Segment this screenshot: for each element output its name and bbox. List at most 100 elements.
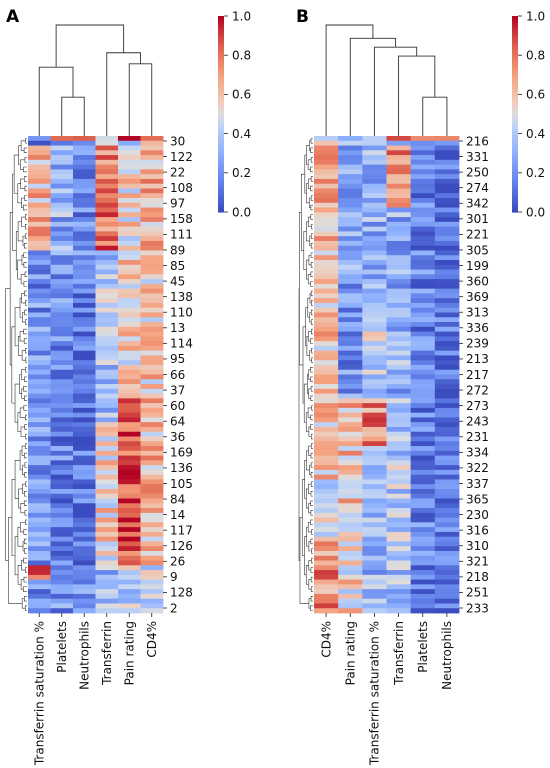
panel-b-cell <box>314 536 339 542</box>
panel-b-cell <box>434 393 460 399</box>
panel-b-row-label: 321 <box>466 555 489 569</box>
panel-b-cell <box>362 169 387 175</box>
panel-b-cell <box>314 302 339 309</box>
panel-a-cell <box>28 603 51 609</box>
panel-a-row-label: 122 <box>170 150 193 164</box>
panel-b-row-dendrogram-link <box>311 223 313 230</box>
panel-a-cell <box>140 155 164 161</box>
panel-b-colorbar-segment <box>512 172 518 176</box>
panel-b-cell <box>386 221 412 228</box>
panel-a-colorbar-segment <box>218 97 224 100</box>
panel-b-cell <box>338 441 363 447</box>
panel-a-cell <box>50 465 74 471</box>
panel-a-cell <box>28 150 51 156</box>
panel-a-cell <box>118 159 141 166</box>
panel-a-colorbar-segment <box>218 94 224 97</box>
panel-a-cell <box>140 136 164 142</box>
panel-b-cell <box>338 474 363 480</box>
panel-a-cell <box>95 469 119 476</box>
panel-a-cell <box>95 207 119 213</box>
panel-b-cell <box>338 484 363 490</box>
panel-b-cell <box>386 560 412 566</box>
panel-a-row-dendrogram-link <box>23 557 27 564</box>
panel-a-cell <box>50 417 74 423</box>
panel-a-row-dendrogram-link <box>11 479 16 557</box>
panel-a-cell <box>50 555 74 561</box>
panel-a-cell <box>95 283 119 290</box>
panel-b-cell <box>362 212 387 218</box>
panel-b-cell <box>434 317 460 323</box>
panel-a-row-dendrogram-link <box>24 157 27 163</box>
panel-b-colorbar-segment <box>512 48 518 51</box>
panel-b-cell <box>434 207 460 213</box>
panel-b-cell <box>314 307 339 313</box>
panel-b-cell <box>314 360 339 366</box>
panel-b-cell <box>410 145 436 151</box>
panel-b-colorbar-segment <box>512 104 518 107</box>
panel-a-cell <box>50 584 74 590</box>
panel-a-cell <box>28 469 51 476</box>
panel-b-cell <box>386 326 412 332</box>
panel-a-colorbar-segment <box>218 198 224 202</box>
panel-a-cell <box>28 240 51 247</box>
panel-a-cell <box>95 169 119 175</box>
panel-a-cell <box>73 178 96 185</box>
panel-b-cell <box>410 202 436 208</box>
panel-a-cell <box>50 155 74 161</box>
panel-a-colorbar-segment <box>218 136 224 140</box>
panel-a-cell <box>140 479 164 485</box>
panel-a-colorbar-segment <box>218 38 224 42</box>
panel-a-row-dendrogram-link <box>24 185 27 192</box>
panel-b-cell <box>410 565 436 571</box>
panel-a-cell <box>50 512 74 518</box>
panel-b-cell <box>410 508 436 514</box>
panel-a-row-dendrogram-link <box>23 386 27 392</box>
panel-a-cell <box>118 479 141 485</box>
panel-a-cell <box>118 336 141 342</box>
panel-a-cell <box>140 159 164 166</box>
panel-b-colorbar-segment <box>512 73 518 76</box>
panel-b-colorbar-segment <box>512 203 518 207</box>
panel-b-cell <box>410 212 436 218</box>
panel-b-cell <box>338 584 363 590</box>
panel-b-colorbar-segment <box>512 171 518 174</box>
panel-b-cell <box>362 155 387 161</box>
panel-b-cell <box>362 455 387 461</box>
panel-b-cell <box>362 550 387 557</box>
panel-b-colorbar-segment <box>512 148 518 151</box>
panel-b-row-label: 331 <box>466 150 489 164</box>
panel-b-cell <box>314 217 339 223</box>
panel-b-row-dendrogram-link <box>310 471 313 478</box>
panel-a-colorbar-segment <box>218 50 224 53</box>
panel-b-cell <box>338 350 363 356</box>
panel-b-cell <box>338 183 363 189</box>
panel-a-colorbar-segment <box>218 172 224 176</box>
panel-a-cell <box>73 264 96 270</box>
panel-a-colorbar-segment <box>218 127 224 130</box>
panel-b-row-label: 313 <box>466 306 489 320</box>
panel-b-colorbar-segment <box>512 92 518 95</box>
panel-a-cell <box>28 207 51 213</box>
panel-b-colorbar-segment <box>512 84 518 87</box>
panel-a-colorbar-segment <box>218 17 224 20</box>
panel-a-cell <box>50 331 74 337</box>
panel-a-cell <box>50 384 74 390</box>
panel-a-cell <box>28 326 51 332</box>
panel-a-cell <box>50 164 74 170</box>
panel-a-row-dendrogram-link <box>23 538 27 545</box>
panel-b-cell <box>314 531 339 538</box>
panel-b-cell <box>410 350 436 356</box>
panel-a-colorbar-segment <box>218 156 224 159</box>
panel-a-cell <box>118 555 141 561</box>
panel-a-cell <box>95 541 119 547</box>
panel-a-cell <box>140 450 164 456</box>
panel-a-cell <box>95 598 119 604</box>
panel-b-cell <box>434 364 460 371</box>
panel-a-cell <box>140 140 164 146</box>
panel-b-cell <box>362 178 387 185</box>
panel-a-cell <box>28 446 51 452</box>
panel-a-cell <box>140 498 164 504</box>
panel-b-cell <box>338 250 363 256</box>
panel-b-row-dendrogram-link <box>306 450 310 471</box>
panel-b-cell <box>338 393 363 399</box>
